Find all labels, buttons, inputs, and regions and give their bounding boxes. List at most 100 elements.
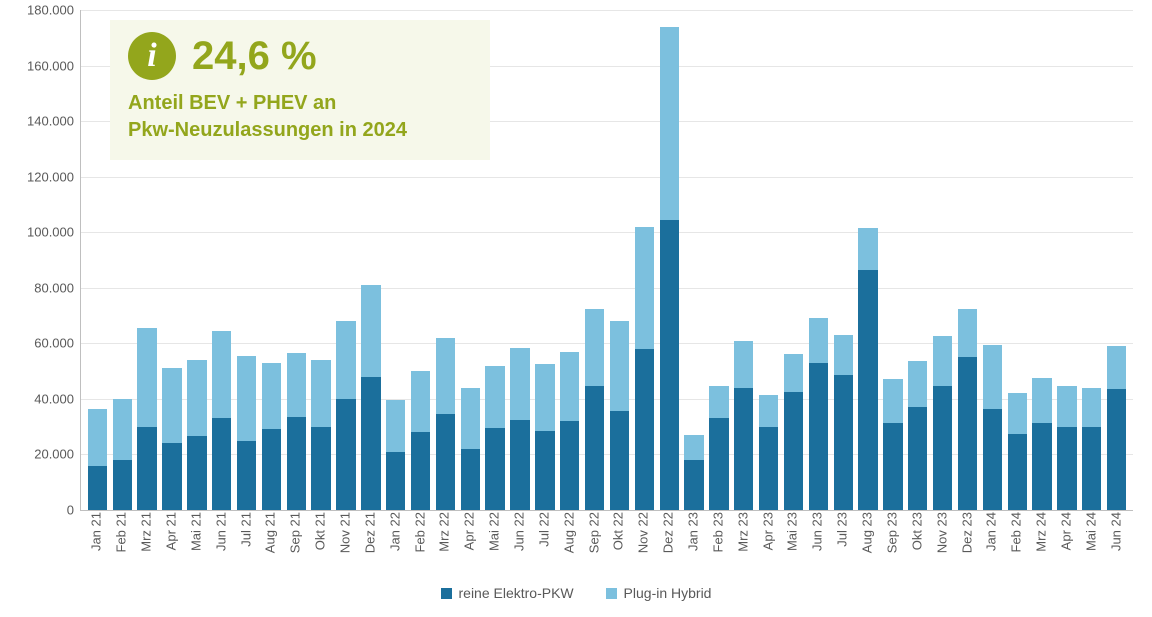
x-tick-label: Jan 22	[382, 512, 407, 582]
bar-slot	[1079, 10, 1104, 510]
bar-segment-phev	[461, 388, 480, 449]
bar	[187, 360, 206, 510]
bar	[958, 309, 977, 510]
bar	[535, 364, 554, 510]
bar-segment-bev	[635, 349, 654, 510]
bar-segment-phev	[1008, 393, 1027, 433]
bar-segment-bev	[1057, 427, 1076, 510]
x-tick-label: Jun 21	[208, 512, 233, 582]
bar-segment-phev	[1057, 386, 1076, 426]
y-tick-label: 140.000	[4, 114, 74, 129]
x-tick-label: Apr 24	[1054, 512, 1079, 582]
bar	[311, 360, 330, 510]
x-tick-label: Sep 23	[880, 512, 905, 582]
bar-slot	[582, 10, 607, 510]
bar-segment-bev	[933, 386, 952, 510]
bar-segment-phev	[237, 356, 256, 441]
bar-segment-bev	[883, 423, 902, 511]
info-callout: i 24,6 % Anteil BEV + PHEV an Pkw-Neuzul…	[110, 20, 490, 160]
bar	[1008, 393, 1027, 510]
bar-segment-phev	[809, 318, 828, 362]
bar-segment-bev	[560, 421, 579, 510]
bar	[610, 321, 629, 510]
bar-segment-bev	[436, 414, 455, 510]
bar	[237, 356, 256, 510]
x-tick-label: Mrz 23	[730, 512, 755, 582]
x-tick-label: Jul 22	[531, 512, 556, 582]
bar	[660, 27, 679, 510]
bar-segment-bev	[113, 460, 132, 510]
bar	[635, 227, 654, 510]
bar	[336, 321, 355, 510]
bar-segment-phev	[361, 285, 380, 377]
x-tick-label: Nov 21	[333, 512, 358, 582]
bar	[436, 338, 455, 510]
info-icon-glyph: i	[147, 37, 156, 75]
x-tick-label: Okt 23	[904, 512, 929, 582]
bar	[709, 386, 728, 510]
bar-segment-bev	[709, 418, 728, 510]
x-tick-label: Mai 21	[183, 512, 208, 582]
x-tick-label: Mai 23	[780, 512, 805, 582]
bar-slot	[881, 10, 906, 510]
bar	[585, 309, 604, 510]
x-tick-label: Apr 21	[159, 512, 184, 582]
y-tick-label: 40.000	[4, 391, 74, 406]
info-header-row: i 24,6 %	[128, 32, 472, 80]
bar-segment-phev	[212, 331, 231, 419]
bar	[908, 361, 927, 510]
x-tick-label: Jan 24	[979, 512, 1004, 582]
bar-segment-bev	[361, 377, 380, 510]
bar-segment-bev	[311, 427, 330, 510]
bar-slot	[781, 10, 806, 510]
bar	[933, 336, 952, 510]
x-tick-label: Jan 23	[681, 512, 706, 582]
bar-segment-bev	[858, 270, 877, 510]
x-tick-label: Jul 23	[830, 512, 855, 582]
bar	[411, 371, 430, 510]
bar-segment-phev	[560, 352, 579, 421]
bar-segment-bev	[684, 460, 703, 510]
bar-segment-bev	[187, 436, 206, 510]
bar-segment-phev	[1032, 378, 1051, 422]
bar-segment-bev	[784, 392, 803, 510]
x-tick-label: Jul 21	[233, 512, 258, 582]
y-tick-label: 20.000	[4, 447, 74, 462]
bar-segment-phev	[958, 309, 977, 358]
x-tick-label: Mrz 21	[134, 512, 159, 582]
bar-segment-phev	[759, 395, 778, 427]
bar-segment-bev	[1032, 423, 1051, 511]
x-tick-label: Dez 21	[357, 512, 382, 582]
x-tick-label: Mai 24	[1078, 512, 1103, 582]
bar	[734, 341, 753, 510]
bar	[88, 409, 107, 510]
bar-segment-bev	[535, 431, 554, 510]
x-tick-label: Mai 22	[482, 512, 507, 582]
bar-segment-phev	[858, 228, 877, 270]
bar-segment-bev	[262, 429, 281, 510]
legend-label-phev: Plug-in Hybrid	[624, 585, 712, 601]
x-tick-label: Feb 24	[1004, 512, 1029, 582]
bar-slot	[682, 10, 707, 510]
x-tick-label: Aug 22	[556, 512, 581, 582]
chart-container: 020.00040.00060.00080.000100.000120.0001…	[0, 0, 1152, 617]
bar	[1107, 346, 1126, 510]
bar-segment-bev	[212, 418, 231, 510]
info-subtitle-line1: Anteil BEV + PHEV an	[128, 92, 336, 114]
bar-segment-bev	[411, 432, 430, 510]
x-tick-label: Jun 24	[1103, 512, 1128, 582]
bar	[1082, 388, 1101, 510]
x-tick-label: Jan 21	[84, 512, 109, 582]
bar-segment-phev	[908, 361, 927, 407]
bar	[560, 352, 579, 510]
bar-segment-phev	[983, 345, 1002, 409]
bar-segment-phev	[411, 371, 430, 432]
bar	[287, 353, 306, 510]
bar	[883, 379, 902, 510]
bar	[983, 345, 1002, 510]
bar-slot	[1104, 10, 1129, 510]
bar-segment-phev	[262, 363, 281, 430]
bar-slot	[1055, 10, 1080, 510]
bar-slot	[1030, 10, 1055, 510]
bar-slot	[980, 10, 1005, 510]
